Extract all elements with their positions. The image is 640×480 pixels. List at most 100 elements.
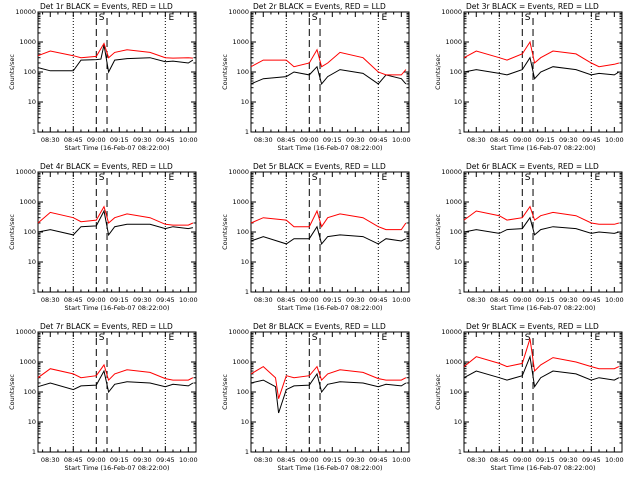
x-tick-label: 08:45 <box>64 456 83 464</box>
lld-series-line <box>463 338 620 373</box>
x-tick-label: 08:30 <box>41 136 60 144</box>
events-series-line <box>37 209 194 237</box>
x-tick-label: 08:30 <box>41 296 60 304</box>
lld-series-line <box>250 209 407 231</box>
x-tick-label: 08:45 <box>277 136 296 144</box>
x-tick-label: 09:00 <box>87 136 106 144</box>
y-tick-label: 10 <box>454 258 462 266</box>
y-tick-label: 1 <box>32 448 36 456</box>
marker-e-label: E <box>168 13 174 23</box>
chart-panel: Det 4r BLACK = Events, RED = LLD 1 10 100 10… <box>8 162 198 312</box>
y-axis-label: Counts/sec <box>434 374 442 410</box>
x-tick-label: 08:45 <box>490 136 509 144</box>
y-tick-label: 1000 <box>445 358 462 366</box>
y-axis-label: Counts/sec <box>221 214 229 250</box>
y-tick-label: 100 <box>237 68 249 76</box>
y-tick-label: 100 <box>24 388 36 396</box>
x-tick-label: 09:00 <box>513 296 532 304</box>
y-tick-label: 10 <box>28 98 36 106</box>
marker-s-label: S <box>99 333 105 343</box>
x-tick-label: 09:15 <box>110 136 129 144</box>
x-tick-label: 09:45 <box>582 136 601 144</box>
marker-s-label: S <box>525 13 531 23</box>
plot-frame <box>37 11 197 133</box>
x-tick-label: 09:45 <box>369 136 388 144</box>
y-tick-label: 1000 <box>232 198 249 206</box>
events-series-line <box>250 372 407 414</box>
y-tick-label: 1000 <box>445 38 462 46</box>
x-tick-label: 09:15 <box>536 136 555 144</box>
plot-frame <box>250 331 410 453</box>
x-tick-label: 09:30 <box>133 136 152 144</box>
chart-panel: Det 3r BLACK = Events, RED = LLD 1 10 100 10… <box>434 2 624 152</box>
x-tick-label: 09:45 <box>369 456 388 464</box>
x-tick-label: 08:45 <box>277 296 296 304</box>
x-tick-label: 10:00 <box>179 296 198 304</box>
plot-frame <box>37 331 197 453</box>
marker-e-label: E <box>381 173 387 183</box>
y-tick-label: 1 <box>458 128 462 136</box>
y-axis-label: Counts/sec <box>434 54 442 90</box>
lld-series-line <box>37 363 194 382</box>
x-tick-label: 09:15 <box>323 456 342 464</box>
chart-panel: Det 7r BLACK = Events, RED = LLD 1 10 100 10… <box>8 322 198 472</box>
x-tick-label: 08:45 <box>64 296 83 304</box>
x-tick-label: 10:00 <box>605 456 624 464</box>
y-tick-label: 100 <box>24 68 36 76</box>
y-tick-label: 1 <box>458 288 462 296</box>
y-tick-label: 10000 <box>15 168 36 176</box>
y-tick-label: 1 <box>245 128 249 136</box>
x-tick-label: 09:15 <box>323 296 342 304</box>
x-tick-label: 08:45 <box>64 136 83 144</box>
x-tick-label: 10:00 <box>179 456 198 464</box>
y-tick-label: 10000 <box>228 168 249 176</box>
events-series-line <box>463 56 620 80</box>
y-axis-label: Counts/sec <box>8 214 16 250</box>
y-tick-label: 100 <box>24 228 36 236</box>
x-tick-label: 10:00 <box>392 456 411 464</box>
x-tick-label: 09:15 <box>536 456 555 464</box>
x-axis-label: Start Time (16-Feb-07 08:22:00) <box>65 464 170 472</box>
x-tick-label: 08:30 <box>467 136 486 144</box>
x-tick-label: 09:00 <box>300 136 319 144</box>
lld-series-line <box>37 42 193 59</box>
chart-title: Det 8r BLACK = Events, RED = LLD <box>253 322 386 331</box>
lld-series-line <box>250 48 407 76</box>
chart-panel: Det 6r BLACK = Events, RED = LLD 1 10 100 10… <box>434 162 624 312</box>
x-tick-label: 09:00 <box>513 456 532 464</box>
chart-title: Det 2r BLACK = Events, RED = LLD <box>253 2 386 11</box>
x-tick-label: 09:45 <box>156 296 175 304</box>
y-tick-label: 100 <box>450 388 462 396</box>
x-tick-label: 09:00 <box>87 296 106 304</box>
x-tick-label: 09:30 <box>133 456 152 464</box>
lld-series-line <box>250 365 407 399</box>
x-tick-label: 09:15 <box>110 296 129 304</box>
chart-panel: Det 8r BLACK = Events, RED = LLD 1 10 100 10… <box>221 322 411 472</box>
x-tick-label: 08:30 <box>254 456 273 464</box>
events-series-line <box>250 65 407 85</box>
events-series-line <box>463 354 620 389</box>
chart-title: Det 9r BLACK = Events, RED = LLD <box>466 322 599 331</box>
chart-title: Det 6r BLACK = Events, RED = LLD <box>466 162 599 171</box>
marker-s-label: S <box>312 13 318 23</box>
y-tick-label: 10 <box>241 258 249 266</box>
x-tick-label: 08:45 <box>490 296 509 304</box>
lld-series-line <box>463 205 620 225</box>
plot-frame <box>250 11 410 133</box>
chart-title: Det 1r BLACK = Events, RED = LLD <box>40 2 173 11</box>
y-tick-label: 1000 <box>232 358 249 366</box>
y-tick-label: 1 <box>32 288 36 296</box>
x-axis-label: Start Time (16-Feb-07 08:22:00) <box>491 464 596 472</box>
x-tick-label: 09:30 <box>559 456 578 464</box>
x-tick-label: 09:15 <box>110 456 129 464</box>
chart-panel: Det 9r BLACK = Events, RED = LLD 1 10 100 10… <box>434 322 624 472</box>
y-axis-label: Counts/sec <box>434 214 442 250</box>
chart-panel: Det 5r BLACK = Events, RED = LLD 1 10 100 10… <box>221 162 411 312</box>
chart-title: Det 4r BLACK = Events, RED = LLD <box>40 162 173 171</box>
marker-e-label: E <box>168 173 174 183</box>
x-tick-label: 09:30 <box>133 296 152 304</box>
events-series-line <box>463 216 620 236</box>
marker-s-label: S <box>99 13 105 23</box>
y-tick-label: 1000 <box>19 358 36 366</box>
